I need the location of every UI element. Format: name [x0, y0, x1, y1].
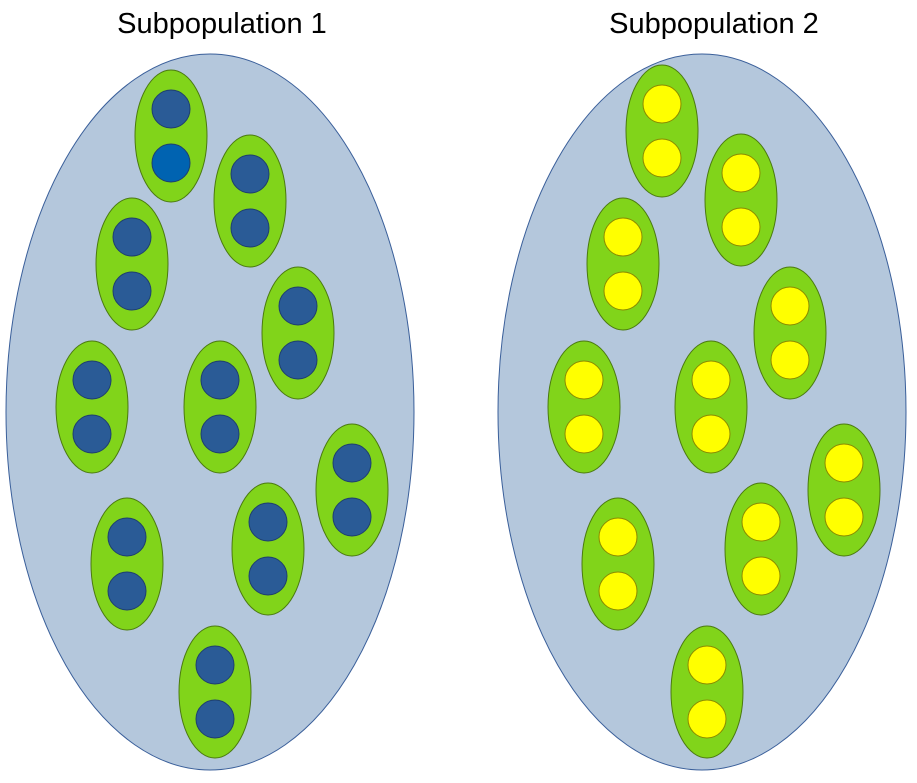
yellow-dot [687, 699, 727, 739]
yellow-dot [691, 414, 731, 454]
blue-dot [107, 517, 147, 557]
yellow-dot [598, 571, 638, 611]
blue-dot [112, 217, 152, 257]
subpopulation-1-title: Subpopulation 1 [117, 8, 327, 40]
blue-dot [332, 497, 372, 537]
blue-dot [248, 556, 288, 596]
blue-dot [112, 271, 152, 311]
blue-dot [230, 208, 270, 248]
yellow-dot [741, 556, 781, 596]
blue-dot [332, 443, 372, 483]
blue-dot [200, 414, 240, 454]
blue-dot [230, 154, 270, 194]
blue-dot [72, 414, 112, 454]
yellow-dot [642, 84, 682, 124]
blue-dot [278, 340, 318, 380]
blue-dot [151, 89, 191, 129]
blue-dot [72, 360, 112, 400]
yellow-dot [598, 517, 638, 557]
yellow-dot [687, 645, 727, 685]
blue-dot [151, 143, 191, 183]
yellow-dot [770, 340, 810, 380]
yellow-dot [564, 360, 604, 400]
yellow-dot [564, 414, 604, 454]
subpopulation-2-title: Subpopulation 2 [609, 8, 819, 40]
blue-dot [200, 360, 240, 400]
yellow-dot [824, 443, 864, 483]
yellow-dot [603, 217, 643, 257]
blue-dot [248, 502, 288, 542]
yellow-dot [642, 138, 682, 178]
yellow-dot [603, 271, 643, 311]
yellow-dot [721, 207, 761, 247]
yellow-dot [824, 497, 864, 537]
blue-dot [107, 571, 147, 611]
blue-dot [195, 699, 235, 739]
yellow-dot [691, 360, 731, 400]
yellow-dot [721, 153, 761, 193]
blue-dot [195, 645, 235, 685]
yellow-dot [770, 286, 810, 326]
blue-dot [278, 286, 318, 326]
yellow-dot [741, 502, 781, 542]
